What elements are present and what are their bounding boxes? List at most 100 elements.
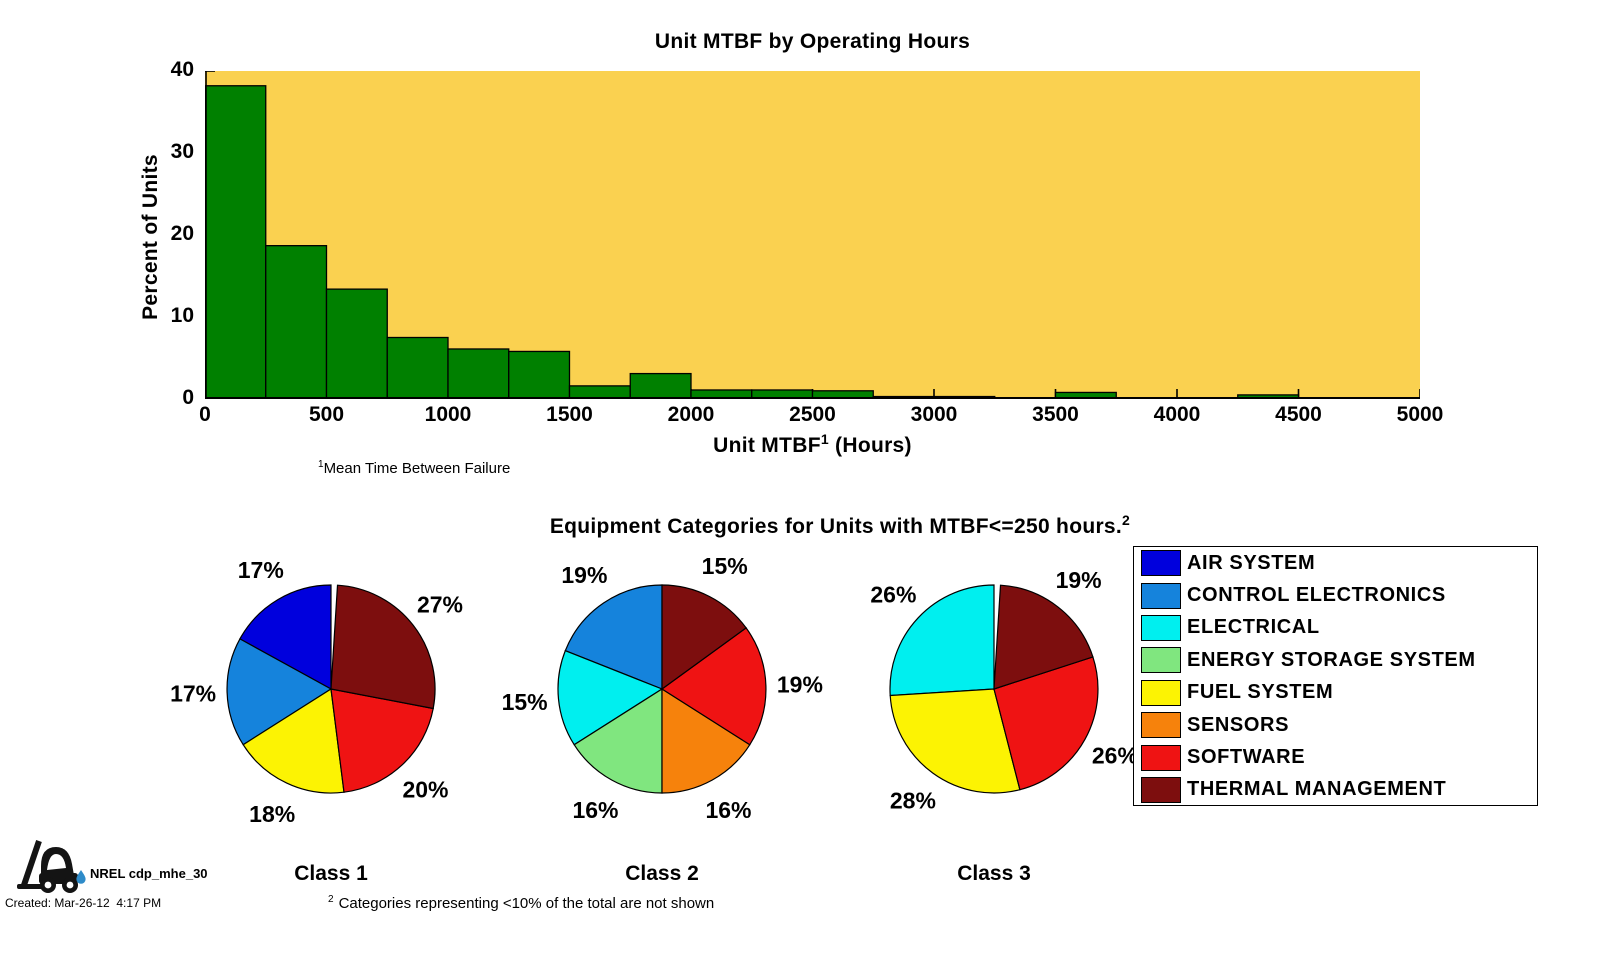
x-axis-label-units: (Hours) [828,434,912,457]
histogram-x-tick-label: 1500 [546,403,593,426]
pie-percent-label: 17% [170,680,216,706]
histogram-y-tick-label: 20 [170,222,194,245]
footnote-mtbf-superscript: 1 [318,459,324,470]
pie-section-title: Equipment Categories for Units with MTBF… [180,512,1500,539]
logo-label: NREL cdp_mhe_30 [90,866,208,881]
legend-label: ENERGY STORAGE SYSTEM [1187,648,1476,671]
pie-slice-electrical [889,584,995,697]
pie-slice-fuel-system [242,687,345,794]
legend-color-chip [1141,712,1181,739]
histogram-x-tick-label: 500 [308,403,345,426]
footnote-mtbf-text: Mean Time Between Failure [323,460,511,477]
histogram-bar [629,372,692,399]
pie-section-title-superscript: 2 [1122,512,1131,528]
legend-color-chip [1141,776,1181,803]
histogram-x-tick-label: 2500 [789,403,836,426]
pie-percent-label: 19% [561,562,607,588]
pie-percent-label: 19% [1056,567,1102,593]
histogram-x-tick-label: 1000 [424,403,472,426]
histogram-x-tick-label: 2000 [667,403,715,426]
footnote-categories: 2 Categories representing <10% of the tot… [328,894,714,912]
legend-row: ELECTRICAL [1134,612,1537,644]
class-3-caption: Class 3 [957,862,1031,885]
histogram-plot [205,71,1420,399]
histogram-y-tick-label: 40 [170,58,194,81]
pie-slice-thermal-management [661,584,747,691]
histogram-y-tick-label: 0 [182,386,194,409]
pie-slice-air-system [239,584,332,691]
pie-slice-control-electronics [564,584,663,690]
pie-percent-label: 15% [702,553,748,579]
histogram-bar [447,348,510,399]
legend-label: ELECTRICAL [1187,616,1320,639]
class-2-caption: Class 2 [625,862,699,885]
pie-percent-label: 16% [705,797,751,823]
pie-slice-energy-storage-system [573,687,663,794]
histogram-title: Unit MTBF by Operating Hours [654,30,971,53]
legend-color-chip [1141,744,1181,771]
legend-color-chip [1141,550,1181,577]
pie-percent-label: 18% [249,801,295,827]
legend-label: SENSORS [1187,713,1290,736]
legend-row: CONTROL ELECTRONICS [1134,579,1537,611]
pie-slice-fuel-system [889,688,1021,794]
histogram-bar [205,85,267,399]
pie-percent-label: 26% [870,582,916,608]
legend-color-chip [1141,614,1181,641]
histogram-y-tick-label: 10 [170,304,194,327]
legend-row: ENERGY STORAGE SYSTEM [1134,644,1537,676]
class-1-caption: Class 1 [294,862,368,885]
histogram-x-tick-label: 3500 [1032,403,1079,426]
histogram-bar [508,350,571,399]
histogram-y-tick-label: 30 [170,140,194,163]
footnote-categories-superscript: 2 [328,894,334,905]
legend-label: THERMAL MANAGEMENT [1187,778,1447,801]
histogram-bar [325,288,388,399]
histogram-bar [265,245,328,399]
x-axis-label-superscript: 1 [820,431,829,447]
legend-label: CONTROL ELECTRONICS [1187,584,1446,607]
pie-slice-sensors [661,687,751,794]
legend-row: FUEL SYSTEM [1134,677,1537,709]
legend-color-chip [1141,647,1181,674]
histogram-bar [1054,391,1117,399]
forklift-logo-icon [17,840,86,893]
legend-color-chip [1141,679,1181,706]
histogram-x-tick-label: 4000 [1153,403,1201,426]
pie-slice-thermal-management [330,584,436,710]
pie-percent-label: 27% [417,591,463,617]
x-axis-label-text: Unit MTBF [713,434,821,457]
pie-percent-label: 17% [238,557,284,583]
histogram-x-axis-label: Unit MTBF1 (Hours) [205,431,1420,458]
footnote-mtbf: 1Mean Time Between Failure [318,459,510,477]
histogram-x-tick-label: 3000 [910,403,958,426]
pie-slice-software [993,656,1099,791]
pie-percent-label: 19% [777,672,823,698]
legend-row: THERMAL MANAGEMENT [1134,774,1537,806]
pie-slice-software [660,627,767,746]
created-timestamp: Created: Mar-26-12 4:17 PM [5,896,162,910]
legend-label: FUEL SYSTEM [1187,681,1334,704]
histogram-x-tick-label: 5000 [1396,403,1444,426]
pie-percent-label: 15% [502,689,548,715]
pie-percent-label: 26% [1092,743,1138,769]
histogram-x-tick-label: 4500 [1275,403,1322,426]
histogram-bar [386,336,449,399]
legend-label: SOFTWARE [1187,746,1306,769]
pie-slice-thermal-management [993,584,1094,690]
footnote-categories-text: Categories representing <10% of the tota… [338,895,715,912]
pie-percent-label: 20% [402,777,448,803]
pie-section-title-text: Equipment Categories for Units with MTBF… [549,515,1123,538]
pie-slice-electrical [557,649,664,746]
pie-percent-label: 16% [572,797,618,823]
pie-chart-class-2: 19% 15% 16% 16% 19% 15% [502,553,823,823]
pie-slice-software [330,688,434,793]
pie-chart-class-1: 17% 17% 18% 20% 27% [170,557,463,827]
pie-chart-class-3: 26% 28% 26% 19% [870,567,1138,814]
legend: AIR SYSTEM CONTROL ELECTRONICS ELECTRICAL E… [1133,546,1538,806]
pie-percent-label: 28% [890,788,936,814]
legend-label: AIR SYSTEM [1187,551,1316,574]
legend-row: SENSORS [1134,709,1537,741]
legend-row: SOFTWARE [1134,741,1537,773]
